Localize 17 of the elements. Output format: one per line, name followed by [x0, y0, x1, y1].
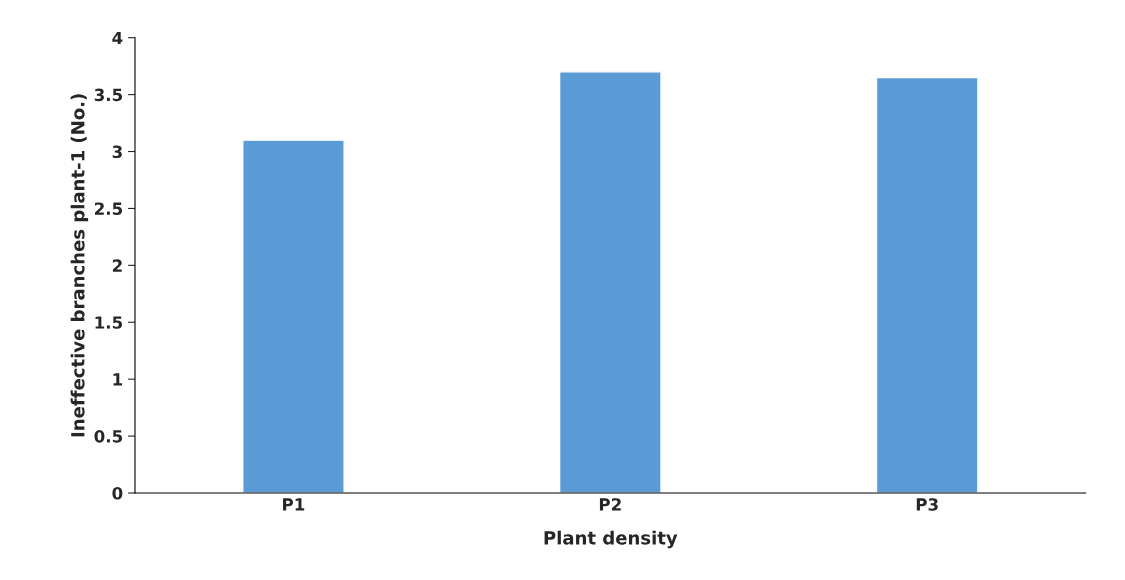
y-tick-label: 2 — [112, 259, 122, 272]
x-tick-label: P2 — [599, 498, 621, 511]
y-tick-label: 4 — [112, 31, 123, 45]
x-tick-label: P1 — [283, 498, 305, 511]
y-tick-label: 1 — [113, 373, 123, 386]
y-tick-label: 0.5 — [94, 430, 123, 443]
y-tick-label: 3.5 — [94, 88, 123, 102]
y-tick-label: 0 — [112, 486, 123, 500]
bar — [242, 139, 345, 493]
bar — [875, 76, 979, 493]
x-tick-label: P3 — [916, 498, 938, 511]
y-tick-label: 2.5 — [94, 202, 123, 216]
x-axis-title: Plant density — [544, 530, 678, 549]
y-tick-label: 3 — [112, 145, 122, 159]
y-axis-title: Ineffective branches plant-1 (No.) — [70, 94, 89, 437]
bar — [558, 71, 662, 493]
y-tick-label: 1.5 — [95, 316, 123, 329]
